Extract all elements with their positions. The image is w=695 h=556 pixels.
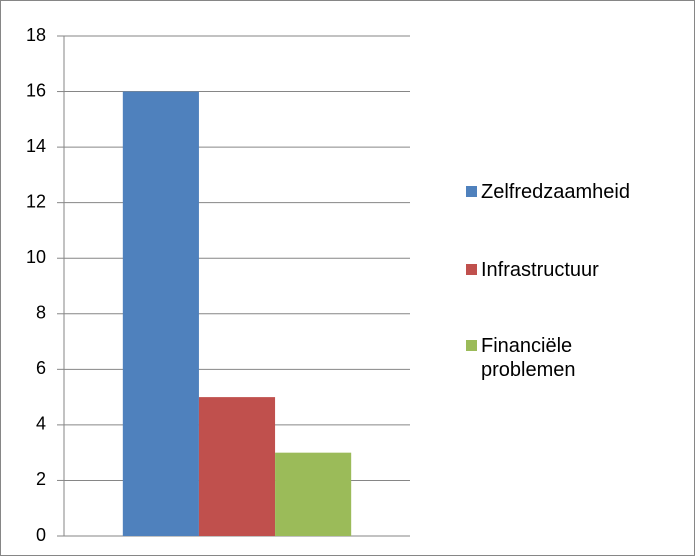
y-tick-label: 18	[26, 25, 46, 45]
legend-swatch	[466, 186, 477, 197]
legend-item: Infrastructuur	[466, 258, 666, 282]
y-tick-label: 2	[36, 469, 46, 489]
legend-label: Zelfredzaamheid	[481, 181, 630, 203]
y-tick-label: 8	[36, 303, 46, 323]
bar	[198, 397, 276, 536]
y-tick-label: 12	[26, 191, 46, 211]
y-tick-label: 6	[36, 358, 46, 378]
y-tick-label: 0	[36, 525, 46, 545]
legend-label: Infrastructuur	[481, 259, 599, 281]
y-tick-label: 14	[26, 136, 46, 156]
legend-label: Financiële problemen	[481, 335, 576, 381]
y-tick-label: 4	[36, 414, 46, 434]
legend-item: Zelfredzaamheid	[466, 180, 666, 204]
legend-swatch	[466, 340, 477, 351]
bar	[275, 452, 352, 536]
legend-swatch	[466, 264, 477, 275]
y-tick-label: 16	[26, 80, 46, 100]
legend-item: Financiële problemen	[466, 334, 666, 382]
y-tick-label: 10	[26, 247, 46, 267]
bar	[122, 91, 199, 537]
